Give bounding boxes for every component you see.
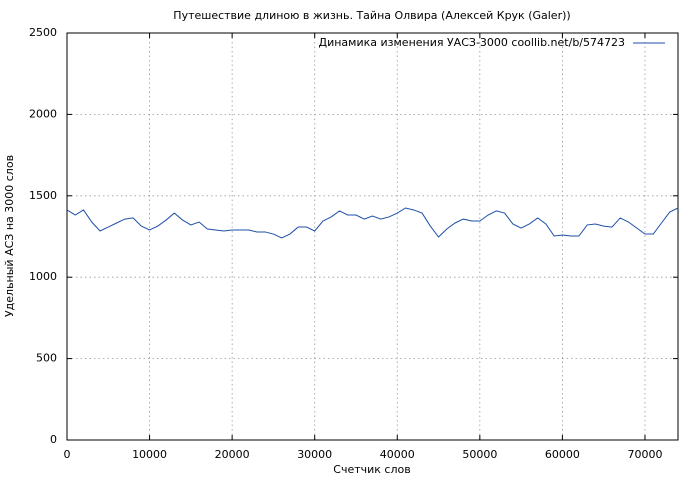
y-tick-label: 500 [36,352,57,365]
legend-label: Динамика изменения УАСЗ-3000 coollib.net… [319,36,626,49]
x-tick-label: 50000 [462,448,497,461]
x-axis-label: Счетчик слов [333,463,410,476]
y-tick-label: 2500 [29,26,57,39]
y-tick-label: 2000 [29,107,57,120]
x-tick-label: 70000 [627,448,662,461]
x-tick-label: 20000 [215,448,250,461]
x-tick-label: 40000 [380,448,415,461]
y-axis-label: Удельный АСЗ на 3000 слов [3,155,16,317]
x-tick-label: 60000 [545,448,580,461]
y-tick-label: 1000 [29,270,57,283]
y-tick-label: 1500 [29,189,57,202]
x-tick-label: 10000 [132,448,167,461]
x-tick-label: 0 [64,448,71,461]
data-line [66,207,679,239]
x-tick-label: 30000 [297,448,332,461]
chart-title: Путешествие длиною в жизнь. Тайна Олвира… [173,9,570,22]
y-tick-label: 0 [50,433,57,446]
plot-frame [66,32,679,441]
